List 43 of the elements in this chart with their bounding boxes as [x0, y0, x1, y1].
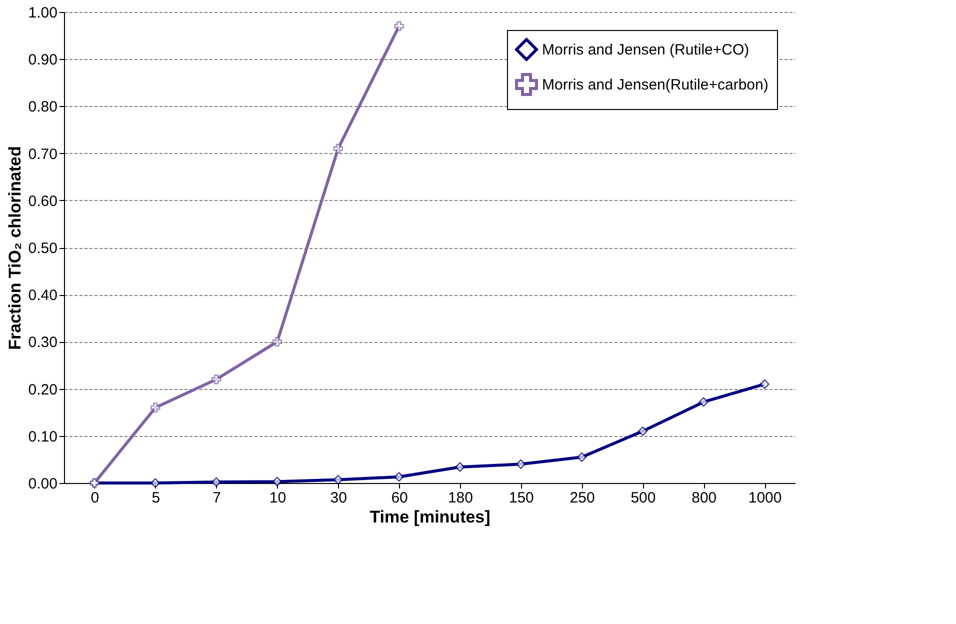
x-tick-label: 60: [391, 490, 408, 506]
x-tick-label: 5: [152, 490, 160, 506]
point: [455, 462, 465, 472]
y-tick-label: 1.00: [28, 4, 58, 22]
x-axis-title: Time [minutes]: [370, 508, 490, 526]
x-tick-label: 30: [330, 490, 347, 506]
legend-label: Morris and Jensen (Rutile+CO): [542, 42, 750, 58]
point: [760, 379, 770, 389]
y-tick-label: 0.10: [28, 428, 58, 446]
x-tick-label: 150: [508, 490, 534, 506]
x-tick-label: 500: [630, 490, 656, 506]
y-tick-label: 0.60: [28, 192, 58, 210]
point: [272, 476, 282, 486]
point: [576, 452, 587, 462]
legend-label: Morris and Jensen(Rutile+carbon): [542, 76, 768, 94]
y-tick-label: 0.20: [28, 381, 58, 398]
point: [211, 374, 222, 384]
y-tick-label: 0.40: [28, 287, 58, 304]
x-tick-label: 250: [570, 490, 595, 506]
point: [698, 397, 708, 407]
x-tick-label: 800: [692, 490, 717, 506]
y-tick-label: 0.70: [28, 146, 58, 163]
x-tick-label: 180: [448, 490, 473, 506]
point: [272, 336, 282, 347]
point: [394, 472, 404, 482]
y-tick-label: 0.90: [28, 52, 58, 69]
y-tick-label: 0.30: [28, 334, 58, 352]
y-tick-label: 0.00: [28, 476, 58, 492]
y-axis-title: Fraction TiO₂ chlorinated: [5, 146, 24, 350]
point: [150, 402, 160, 412]
x-tick-label: 10: [269, 490, 286, 506]
point: [333, 474, 343, 485]
point: [211, 477, 222, 487]
point: [516, 459, 526, 469]
y-tick-label: 0.50: [28, 240, 58, 257]
point: [150, 478, 160, 488]
point: [333, 144, 343, 154]
point: [638, 426, 648, 436]
point: [394, 21, 404, 31]
x-tick-label: 1000: [748, 490, 782, 506]
x-tick-label: 7: [212, 490, 221, 506]
y-tick-label: 0.80: [28, 98, 58, 116]
x-tick-label: 0: [90, 490, 100, 506]
